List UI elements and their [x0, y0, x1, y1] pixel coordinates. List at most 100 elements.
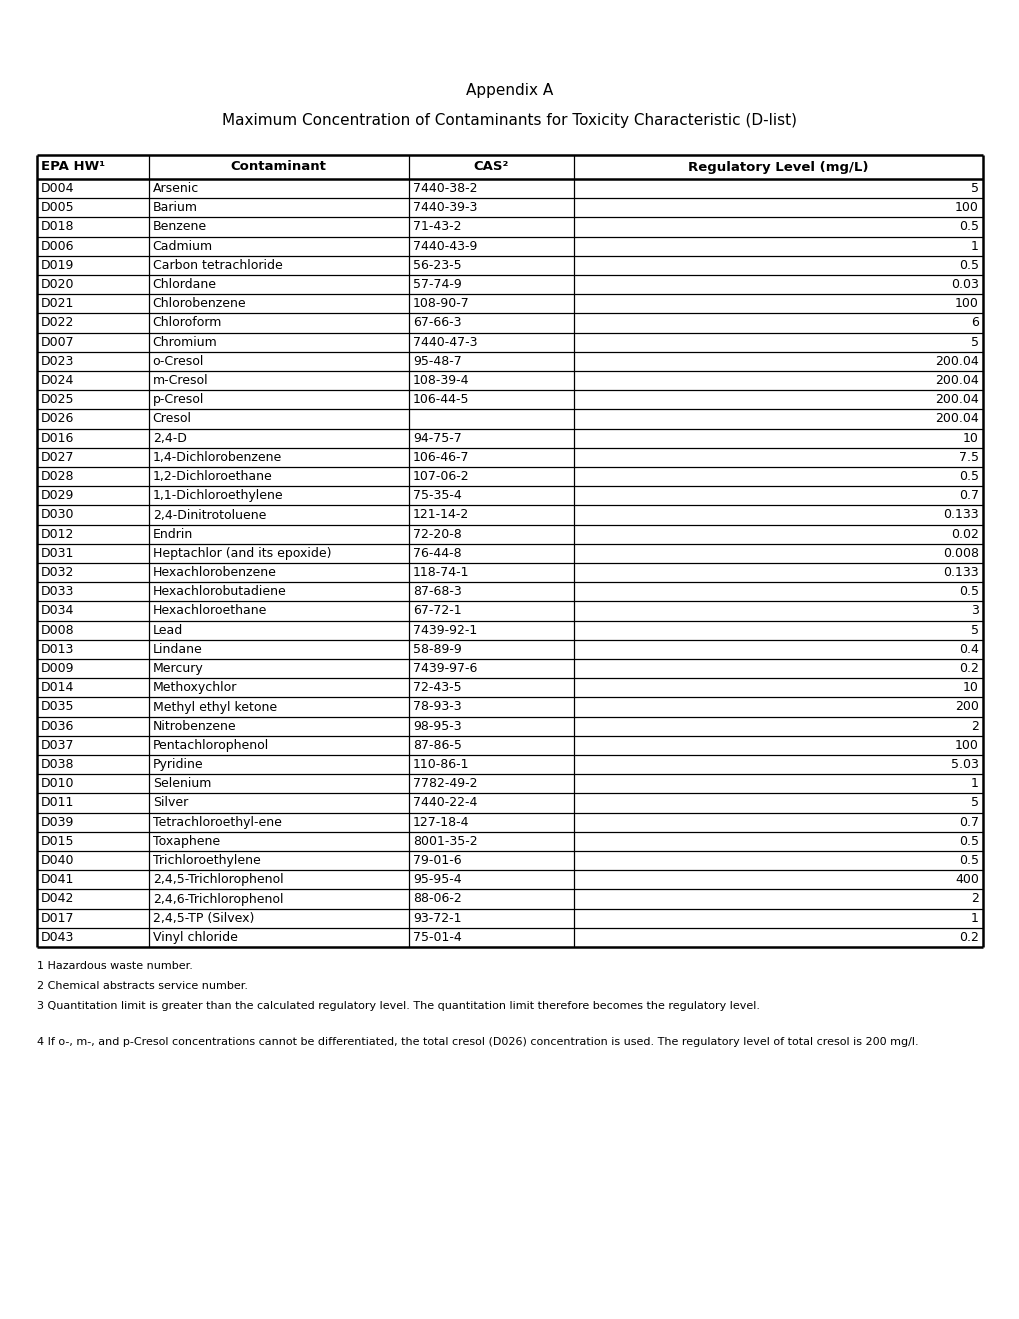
Text: D037: D037 [41, 739, 74, 752]
Text: Lindane: Lindane [153, 642, 202, 656]
Text: Arsenic: Arsenic [153, 182, 199, 195]
Text: 7439-97-6: 7439-97-6 [413, 662, 477, 675]
Text: D005: D005 [41, 202, 74, 214]
Text: 5: 5 [970, 797, 978, 810]
Text: D019: D019 [41, 259, 74, 272]
Text: Chloroform: Chloroform [153, 317, 222, 330]
Text: 0.133: 0.133 [943, 509, 978, 521]
Text: Chlordane: Chlordane [153, 278, 216, 291]
Text: 88-06-2: 88-06-2 [413, 893, 461, 906]
Text: m-Cresol: m-Cresol [153, 375, 208, 386]
Text: Cadmium: Cadmium [153, 240, 213, 253]
Text: p-Cresol: p-Cresol [153, 393, 204, 406]
Text: 1,2-Dichloroethane: 1,2-Dichloroethane [153, 470, 272, 483]
Text: 95-48-7: 95-48-7 [413, 355, 461, 368]
Text: Chlorobenzene: Chlorobenzene [153, 297, 246, 310]
Text: 200.04: 200.04 [934, 413, 978, 426]
Text: D032: D032 [41, 566, 74, 579]
Text: 107-06-2: 107-06-2 [413, 470, 469, 483]
Text: 58-89-9: 58-89-9 [413, 642, 461, 656]
Text: 0.5: 0.5 [958, 220, 978, 233]
Text: D040: D040 [41, 855, 74, 867]
Text: D011: D011 [41, 797, 74, 810]
Text: D041: D041 [41, 873, 74, 886]
Text: Carbon tetrachloride: Carbon tetrachloride [153, 259, 282, 272]
Text: Chromium: Chromium [153, 336, 217, 348]
Text: 1 Hazardous waste number.: 1 Hazardous waste number. [37, 962, 193, 971]
Text: D042: D042 [41, 893, 74, 906]
Text: 0.5: 0.5 [958, 586, 978, 599]
Text: 98-95-3: 98-95-3 [413, 720, 461, 732]
Text: D034: D034 [41, 604, 74, 617]
Text: 87-86-5: 87-86-5 [413, 739, 462, 752]
Text: 127-18-4: 127-18-4 [413, 815, 469, 828]
Text: 78-93-3: 78-93-3 [413, 700, 461, 714]
Text: 7440-22-4: 7440-22-4 [413, 797, 477, 810]
Text: 1,4-Dichlorobenzene: 1,4-Dichlorobenzene [153, 451, 281, 464]
Text: 118-74-1: 118-74-1 [413, 566, 469, 579]
Text: Vinyl chloride: Vinyl chloride [153, 931, 237, 944]
Text: 67-72-1: 67-72-1 [413, 604, 461, 617]
Text: Maximum Concentration of Contaminants for Toxicity Characteristic (D-list): Maximum Concentration of Contaminants fo… [222, 112, 797, 128]
Text: 7440-47-3: 7440-47-3 [413, 336, 477, 348]
Text: 56-23-5: 56-23-5 [413, 259, 461, 272]
Text: Tetrachloroethyl-ene: Tetrachloroethyl-ene [153, 815, 281, 828]
Text: 5: 5 [970, 182, 978, 195]
Text: D015: D015 [41, 835, 74, 848]
Text: Barium: Barium [153, 202, 198, 214]
Text: 100: 100 [954, 202, 978, 214]
Text: 0.4: 0.4 [958, 642, 978, 656]
Text: 2 Chemical abstracts service number.: 2 Chemical abstracts service number. [37, 981, 248, 991]
Text: Hexachlorobutadiene: Hexachlorobutadiene [153, 586, 286, 599]
Text: 10: 10 [962, 431, 978, 445]
Text: Silver: Silver [153, 797, 187, 810]
Text: Methoxychlor: Methoxychlor [153, 682, 236, 694]
Text: 1: 1 [970, 240, 978, 253]
Text: 7439-92-1: 7439-92-1 [413, 624, 477, 637]
Text: 0.7: 0.7 [958, 815, 978, 828]
Text: D020: D020 [41, 278, 74, 291]
Text: 67-66-3: 67-66-3 [413, 317, 461, 330]
Text: 0.5: 0.5 [958, 855, 978, 867]
Text: D039: D039 [41, 815, 74, 828]
Text: 72-20-8: 72-20-8 [413, 528, 461, 541]
Text: Hexachlorobenzene: Hexachlorobenzene [153, 566, 276, 579]
Text: 2: 2 [970, 893, 978, 906]
Text: 108-90-7: 108-90-7 [413, 297, 469, 310]
Text: 87-68-3: 87-68-3 [413, 586, 461, 599]
Text: 8001-35-2: 8001-35-2 [413, 835, 477, 848]
Text: 7782-49-2: 7782-49-2 [413, 777, 477, 790]
Text: 0.5: 0.5 [958, 470, 978, 483]
Text: D029: D029 [41, 489, 74, 503]
Text: 0.5: 0.5 [958, 835, 978, 848]
Text: Pentachlorophenol: Pentachlorophenol [153, 739, 269, 752]
Text: Trichloroethylene: Trichloroethylene [153, 855, 260, 867]
Text: 6: 6 [970, 317, 978, 330]
Text: 93-72-1: 93-72-1 [413, 911, 461, 925]
Text: 108-39-4: 108-39-4 [413, 375, 469, 386]
Text: Appendix A: Appendix A [466, 83, 553, 98]
Text: 106-44-5: 106-44-5 [413, 393, 469, 406]
Text: D035: D035 [41, 700, 74, 714]
Text: EPA HW¹: EPA HW¹ [41, 161, 105, 174]
Text: 79-01-6: 79-01-6 [413, 855, 461, 867]
Text: 0.008: 0.008 [943, 547, 978, 559]
Text: Hexachloroethane: Hexachloroethane [153, 604, 267, 617]
Text: 0.2: 0.2 [958, 662, 978, 675]
Text: D013: D013 [41, 642, 74, 656]
Text: 110-86-1: 110-86-1 [413, 758, 469, 772]
Text: 106-46-7: 106-46-7 [413, 451, 469, 464]
Text: 2,4,5-Trichlorophenol: 2,4,5-Trichlorophenol [153, 873, 283, 886]
Text: 100: 100 [954, 297, 978, 310]
Text: 1,1-Dichloroethylene: 1,1-Dichloroethylene [153, 489, 283, 503]
Text: Heptachlor (and its epoxide): Heptachlor (and its epoxide) [153, 547, 331, 559]
Text: Lead: Lead [153, 624, 182, 637]
Text: 5.03: 5.03 [950, 758, 978, 772]
Text: o-Cresol: o-Cresol [153, 355, 204, 368]
Text: Contaminant: Contaminant [230, 161, 326, 174]
Text: Cresol: Cresol [153, 413, 192, 426]
Text: 200.04: 200.04 [934, 393, 978, 406]
Text: Selenium: Selenium [153, 777, 211, 790]
Text: 0.2: 0.2 [958, 931, 978, 944]
Text: 72-43-5: 72-43-5 [413, 682, 461, 694]
